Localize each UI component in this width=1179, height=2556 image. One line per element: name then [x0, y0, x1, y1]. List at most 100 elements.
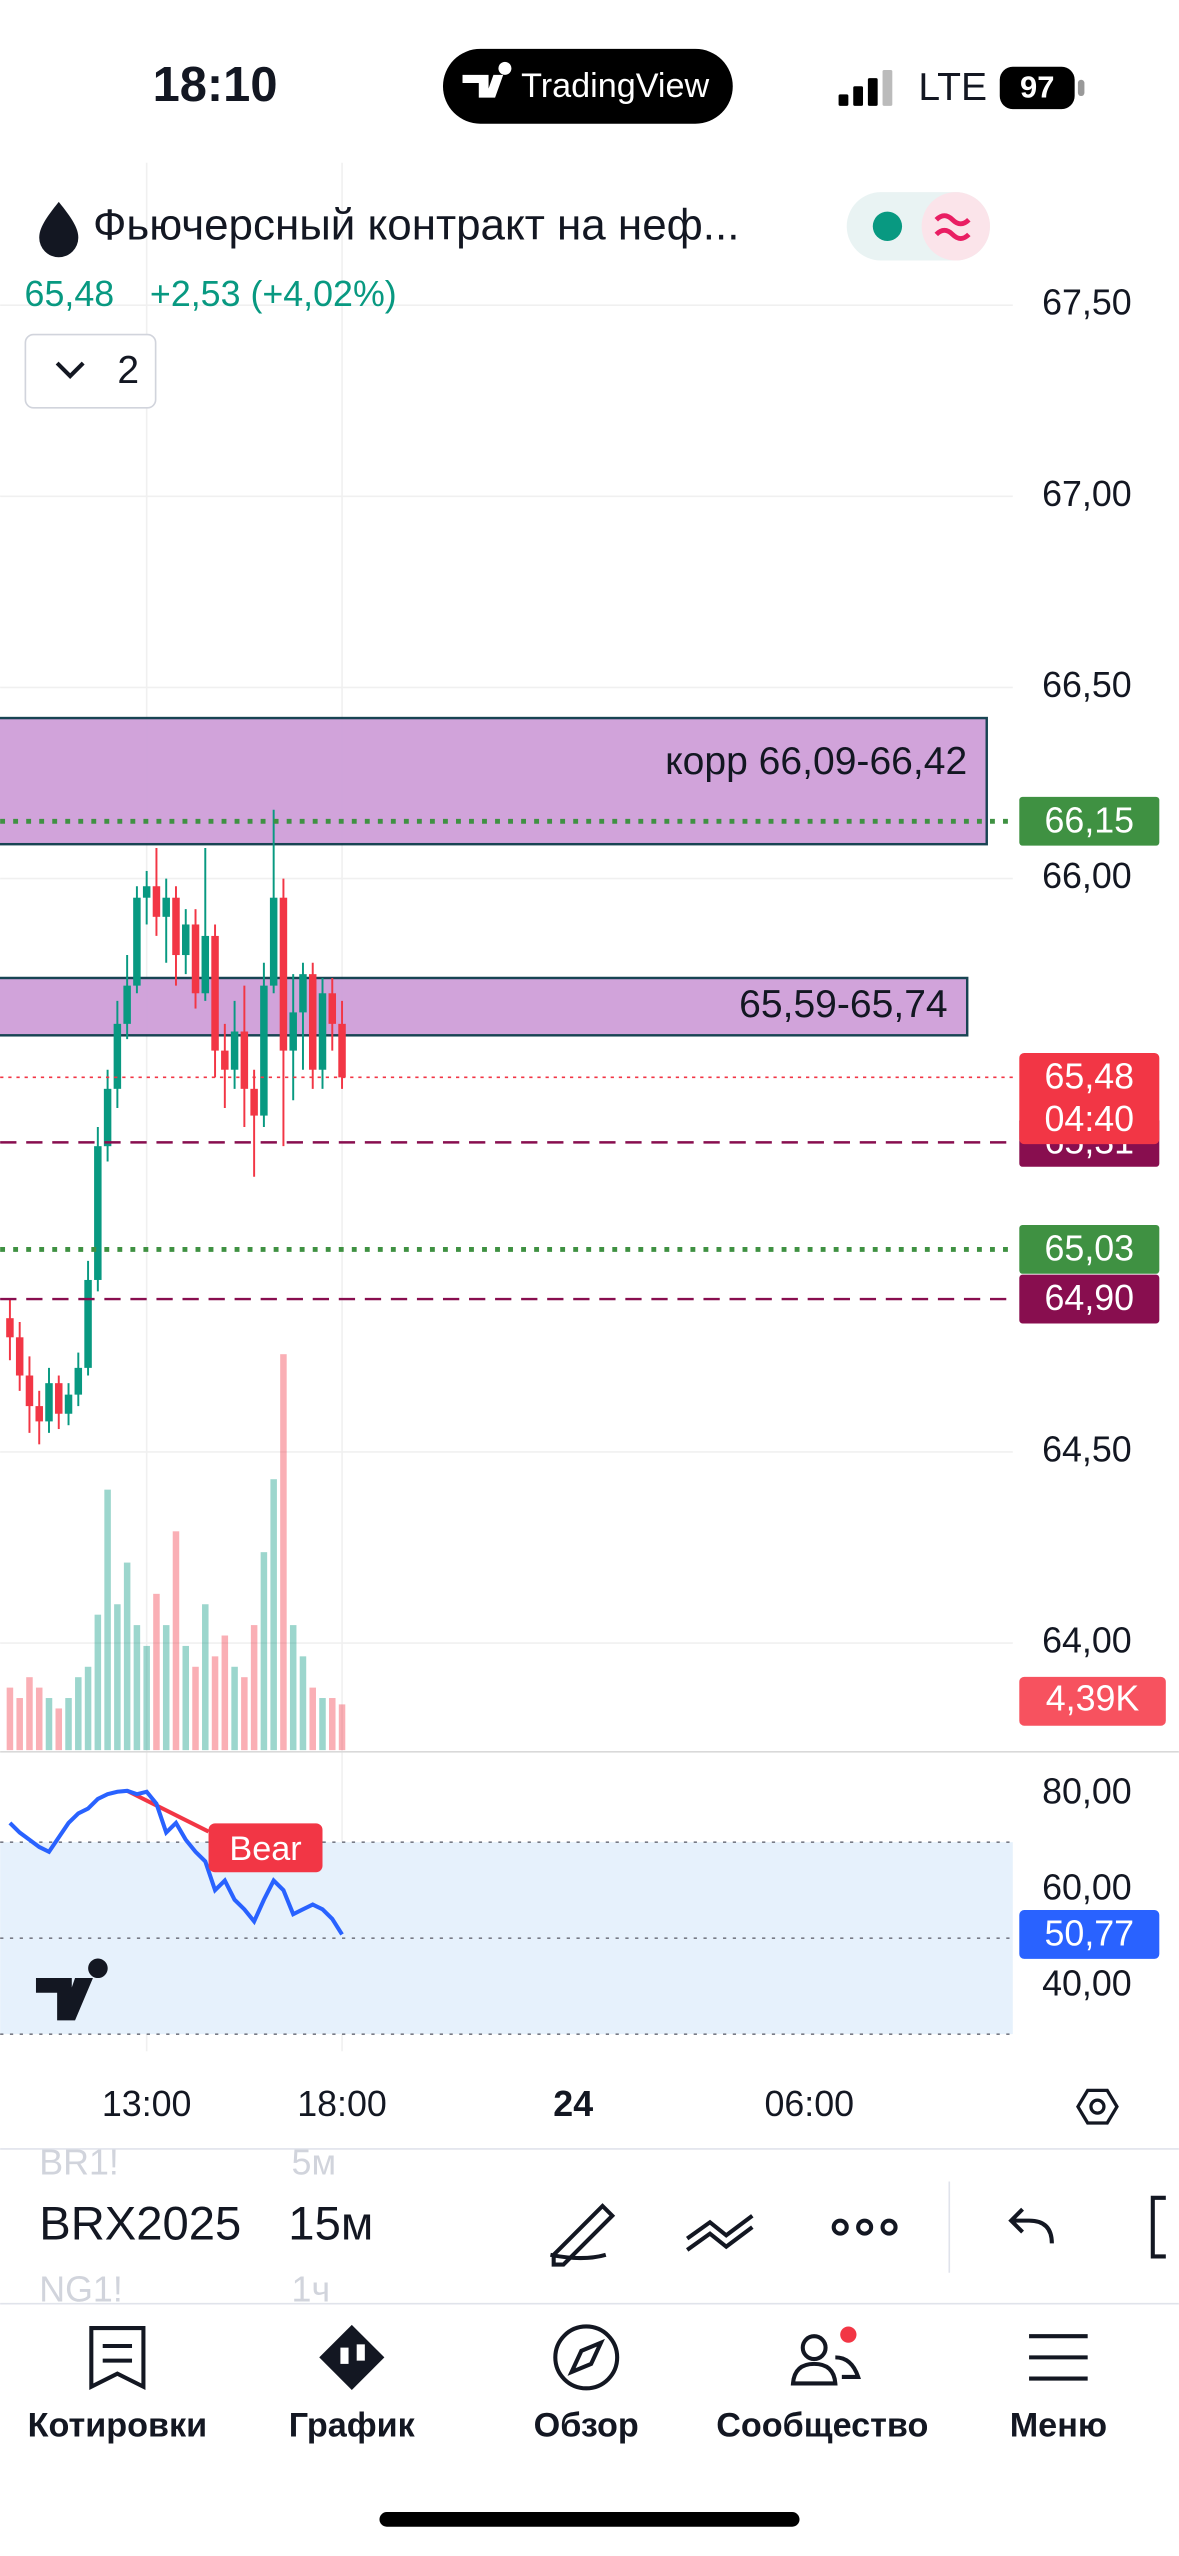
volume-bar	[6, 1687, 14, 1751]
more-button[interactable]	[831, 2218, 898, 2236]
app-name: TradingView	[521, 67, 709, 105]
volume-bar	[172, 1531, 180, 1751]
volume-bar	[289, 1625, 297, 1751]
undo-button[interactable]	[1008, 2207, 1054, 2244]
zone	[0, 976, 969, 1037]
volume-bar	[319, 1698, 326, 1751]
candle-body	[240, 1031, 249, 1089]
candle-body	[113, 1023, 122, 1089]
volume-bar	[84, 1666, 92, 1751]
candle-body	[338, 1023, 346, 1078]
chart-icon-candle	[356, 2344, 365, 2361]
volume-bar	[133, 1625, 141, 1751]
tv-watermark	[35, 1958, 108, 2021]
candle-body	[289, 1012, 297, 1051]
grid	[145, 162, 343, 2052]
volume-bar	[114, 1604, 121, 1751]
candle-body	[221, 1050, 229, 1070]
candle-body	[182, 924, 190, 956]
rsi-tick-label: 80,00	[1042, 1772, 1132, 1812]
nav-label[interactable]: График	[289, 2406, 416, 2444]
volume-bar	[221, 1635, 229, 1751]
nav-label[interactable]: Меню	[1010, 2406, 1107, 2444]
candle-body	[250, 1088, 258, 1116]
volume-bar	[241, 1677, 248, 1751]
nav-label[interactable]: Котировки	[28, 2406, 208, 2444]
volume-label-box	[1019, 1676, 1166, 1726]
level-label: 65,03	[1045, 1228, 1135, 1268]
volume-bar	[250, 1625, 258, 1751]
status-time: 18:10	[153, 58, 278, 112]
current-price-label: 65,48	[1045, 1056, 1135, 1096]
candle-body	[74, 1367, 83, 1395]
volume-bar	[182, 1645, 190, 1751]
candle-body	[269, 897, 278, 986]
chart-layer: 67,50 67,00 66,50 66,00 64,50 64,00 корр 66,09…	[0, 283, 1166, 2124]
candle-body	[162, 897, 170, 917]
toolbar-interval[interactable]: 15м	[288, 2198, 373, 2251]
chart-icon[interactable]	[319, 2324, 385, 2390]
volume-bar	[75, 1677, 82, 1751]
y-tick-label: 64,50	[1042, 1429, 1132, 1469]
countdown: 04:40	[1045, 1099, 1135, 1139]
bear-divergence	[126, 1788, 210, 1834]
level-label-box	[1019, 1274, 1160, 1324]
toolbar-symbol[interactable]: BRX2025	[39, 2198, 241, 2251]
candle-body	[45, 1383, 53, 1422]
volume-bar	[16, 1698, 23, 1751]
signal-icon	[838, 70, 893, 106]
volume-bar	[270, 1479, 277, 1751]
settings-button[interactable]	[1076, 2088, 1119, 2125]
quotes-icon[interactable]	[89, 2326, 146, 2390]
zone-label: корр 66,09-66,42	[665, 740, 967, 783]
volume-bar	[211, 1656, 219, 1751]
delay-icon	[934, 213, 971, 241]
candle-body	[25, 1375, 34, 1407]
candle-body	[260, 985, 268, 1116]
volume-bar	[143, 1645, 150, 1751]
time-label: 24	[553, 2084, 593, 2124]
explore-icon[interactable]	[553, 2324, 620, 2391]
candle-body	[64, 1394, 73, 1414]
community-icon[interactable]	[800, 2334, 828, 2362]
volume-bar	[94, 1614, 102, 1751]
candle-body	[103, 1088, 112, 1147]
interval-prev: 5м	[292, 2143, 337, 2183]
volume-bar	[123, 1562, 131, 1751]
nav-label[interactable]: Сообщество	[716, 2406, 928, 2444]
indicators-count: 2	[117, 349, 139, 392]
candle-body	[35, 1406, 43, 1422]
candle-body	[230, 1031, 239, 1070]
draw-tool[interactable]	[550, 2203, 616, 2267]
y-tick-label: 67,50	[1042, 283, 1132, 323]
compass-needle	[567, 2338, 605, 2376]
symbol-title[interactable]: Фьючерсный контракт на неф...	[93, 201, 739, 250]
fullscreen-button[interactable]	[1150, 2195, 1166, 2259]
candle-body	[133, 897, 141, 986]
network: LTE	[918, 66, 987, 109]
rsi-last-label: 50,77	[1045, 1914, 1135, 1954]
bear-label: Bear	[229, 1830, 301, 1868]
menu-icon[interactable]	[1029, 2334, 1088, 2381]
symbol-icon	[39, 201, 79, 258]
candle-body	[152, 886, 161, 917]
indicators-toggle[interactable]	[24, 333, 157, 409]
level-label: 66,15	[1045, 800, 1135, 840]
market-open-dot	[872, 211, 903, 241]
candle-body	[308, 974, 317, 1070]
settings-dot	[1089, 2098, 1106, 2115]
trend-tool[interactable]	[685, 2214, 754, 2252]
volume-bar	[329, 1698, 336, 1751]
notification-dot	[840, 2326, 857, 2343]
candle-body	[15, 1337, 24, 1376]
nav-label[interactable]: Обзор	[534, 2406, 639, 2444]
candle-body	[279, 897, 288, 1051]
rsi-tick-label: 40,00	[1042, 1964, 1132, 2004]
volume-bar	[55, 1708, 63, 1751]
candle-body	[328, 993, 337, 1024]
candle-body	[191, 924, 200, 994]
y-tick-label: 66,50	[1042, 665, 1132, 705]
delay-badge	[921, 192, 990, 261]
volume-bar	[260, 1552, 268, 1751]
